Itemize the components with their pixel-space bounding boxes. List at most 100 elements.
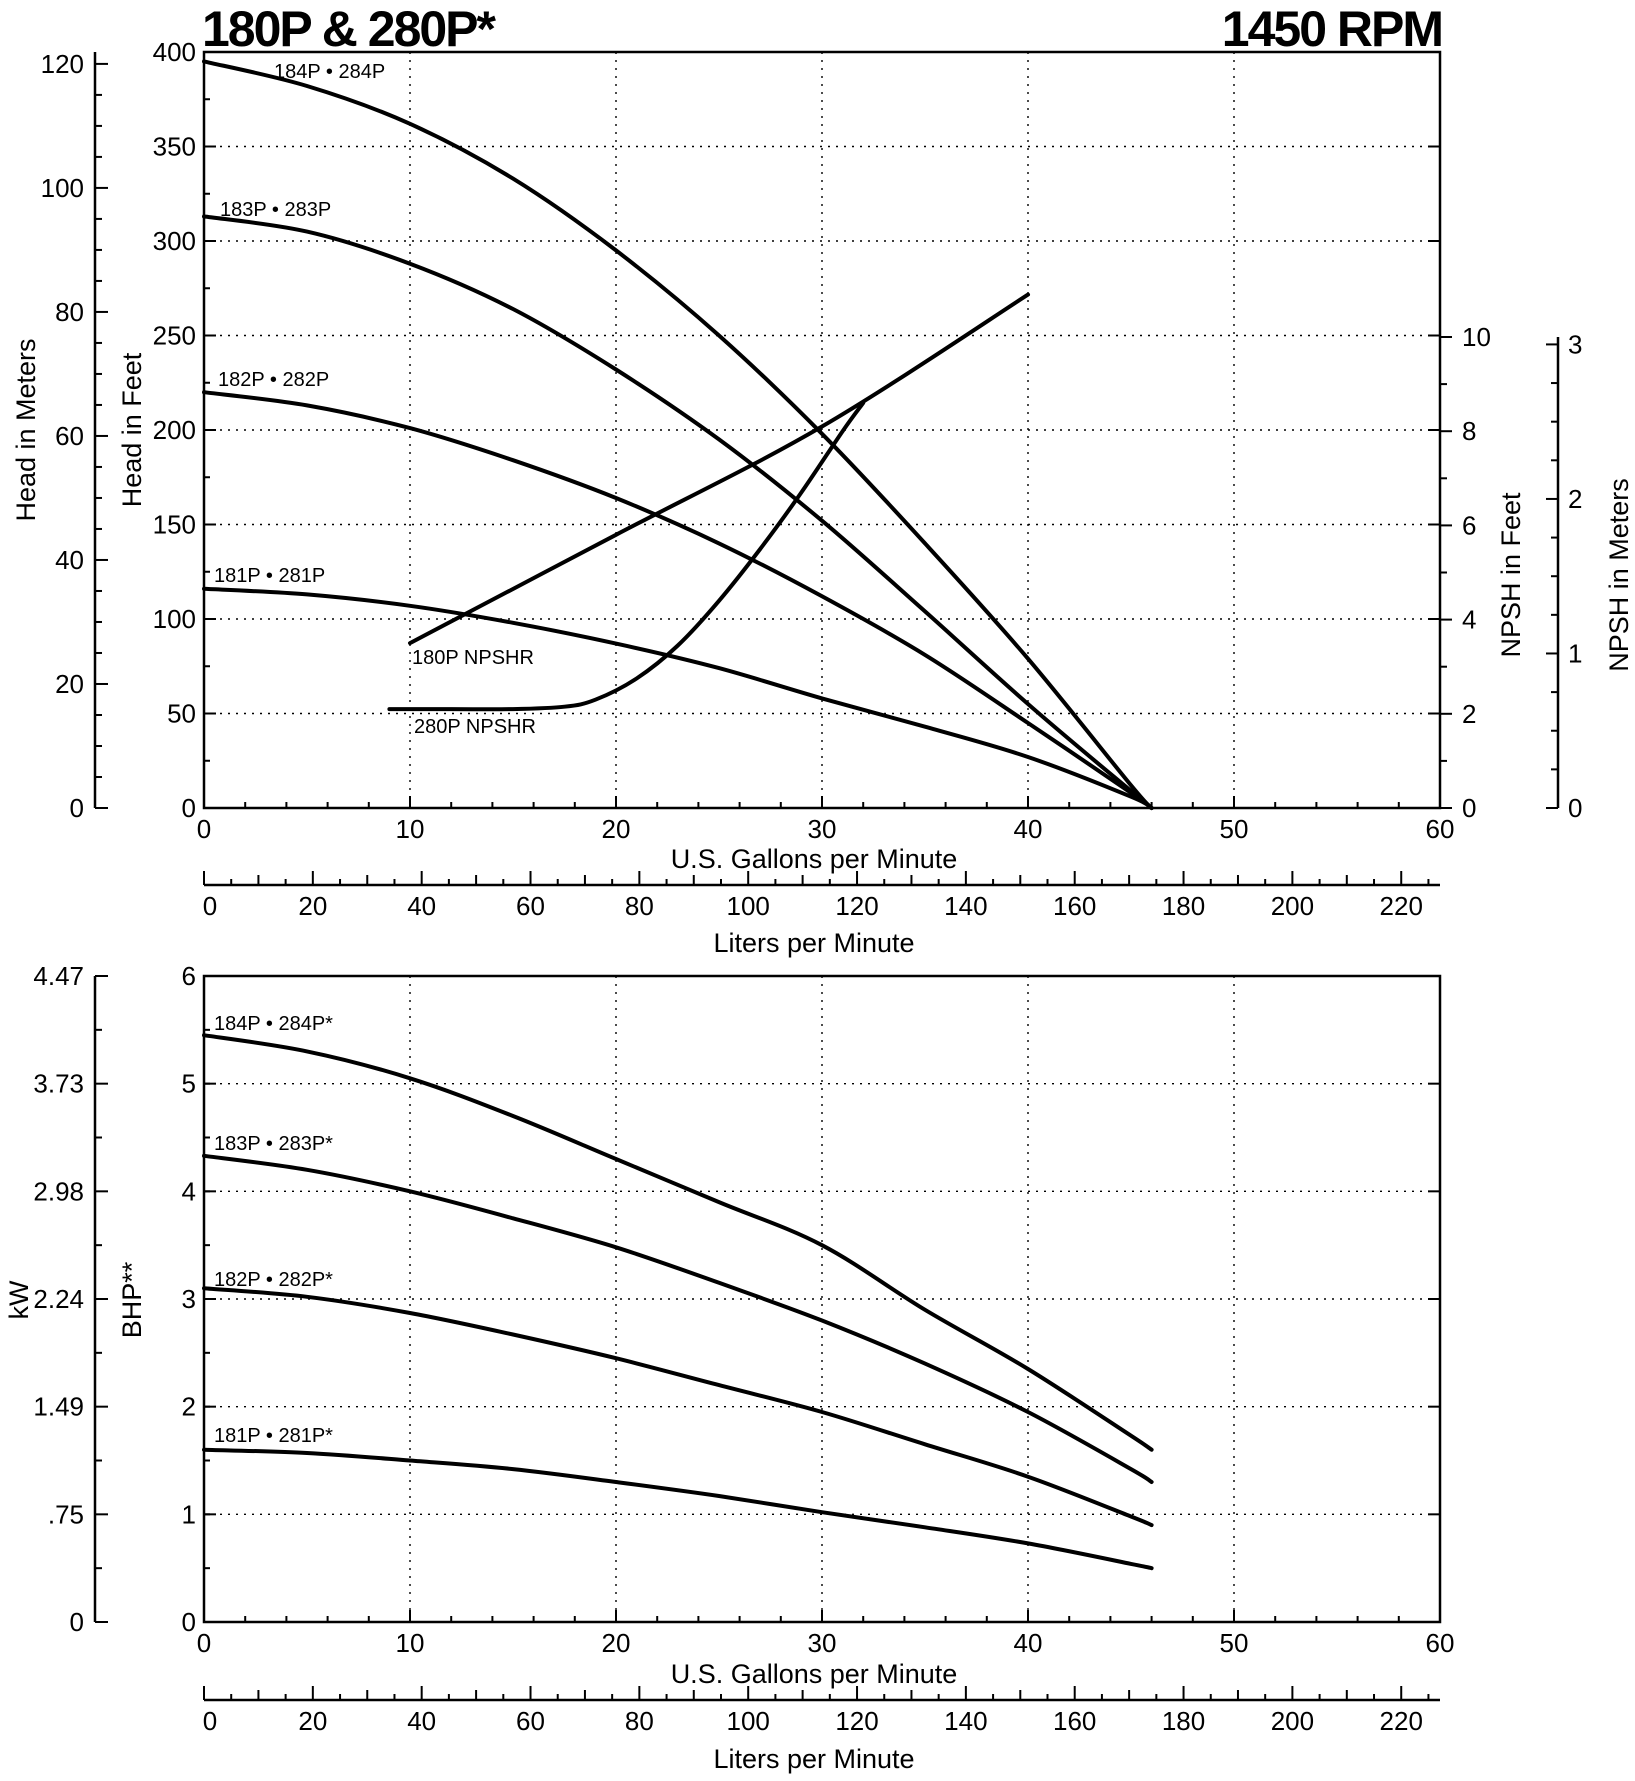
y-tick-label: 1 (182, 1499, 196, 1529)
y-tick-label: 3 (182, 1284, 196, 1314)
lpm-tick-label: 0 (203, 891, 217, 921)
lpm-tick-label: 60 (516, 891, 545, 921)
x-tick-label: 0 (197, 814, 211, 844)
head-meters-axis-label: Head in Meters (11, 338, 41, 521)
head-curve-280p-npshr (387, 400, 866, 712)
head-curve-label-280p-npshr: 280P NPSHR (414, 716, 536, 738)
lpm-tick-label: 200 (1271, 891, 1314, 921)
power-curve-label-182p: 182P • 282P* (214, 1269, 333, 1291)
npsh-meters-tick-label: 3 (1568, 329, 1582, 359)
power-curves (202, 1033, 1154, 1571)
x-tick-label: 40 (1014, 814, 1043, 844)
npsh-feet-tick-label: 10 (1462, 322, 1491, 352)
lpm-tick-label: 120 (835, 891, 878, 921)
lpm-tick-label: 180 (1162, 1706, 1205, 1736)
npsh-feet-tick-label: 6 (1462, 510, 1476, 540)
kw-tick-label: 3.73 (33, 1069, 84, 1099)
power-x-ticks: 0 10 20 30 40 50 60 (197, 1610, 1455, 1658)
y-tick-label: 400 (153, 37, 196, 67)
lpm-tick-label: 140 (944, 1706, 987, 1736)
lpm-tick-label: 0 (203, 1706, 217, 1736)
lpm-tick-label: 40 (407, 1706, 436, 1736)
y-tick-label: 50 (167, 699, 196, 729)
power-x-axis-label: U.S. Gallons per Minute (671, 1659, 958, 1689)
kw-tick-label: 4.47 (33, 961, 84, 991)
meters-tick-label: 100 (41, 173, 84, 203)
head-curve-label-182p: 182P • 282P (218, 369, 329, 391)
x-tick-label: 10 (396, 1628, 425, 1658)
npsh-meters-ticks: 0 1 2 3 (1546, 329, 1582, 823)
lpm-tick-label: 100 (726, 1706, 769, 1736)
x-tick-label: 50 (1220, 1628, 1249, 1658)
power-lpm-ticks: 0 20 40 60 80 100 120 140 160 180 200 220 (203, 1686, 1430, 1736)
head-curve-184p-284p (202, 59, 1154, 810)
lpm-tick-label: 160 (1053, 891, 1096, 921)
lpm-tick-label: 80 (625, 891, 654, 921)
kw-tick-label: 0 (70, 1607, 84, 1637)
head-curve-180p-npshr (408, 292, 1030, 646)
x-tick-label: 20 (602, 814, 631, 844)
y-tick-label: 200 (153, 415, 196, 445)
npsh-feet-tick-label: 8 (1462, 416, 1476, 446)
power-y-ticks: 0 1 2 3 4 5 6 (182, 961, 1440, 1637)
meters-tick-label: 40 (55, 545, 84, 575)
x-tick-label: 60 (1426, 814, 1455, 844)
y-tick-label: 5 (182, 1069, 196, 1099)
y-tick-label: 4 (182, 1176, 196, 1206)
lpm-tick-label: 120 (835, 1706, 878, 1736)
y-tick-label: 250 (153, 321, 196, 351)
x-tick-label: 30 (808, 814, 837, 844)
lpm-tick-label: 40 (407, 891, 436, 921)
npsh-feet-tick-label: 0 (1462, 793, 1476, 823)
x-tick-label: 50 (1220, 814, 1249, 844)
kw-axis-label: kW (4, 1280, 34, 1320)
y-tick-label: 150 (153, 510, 196, 540)
npsh-meters-tick-label: 2 (1568, 484, 1582, 514)
lpm-tick-label: 20 (298, 1706, 327, 1736)
lpm-tick-label: 220 (1380, 891, 1423, 921)
power-chart: 0 10 20 30 40 50 60 0 1 2 3 4 5 6 0 .75 1.49 2.24 2.98 3.… (4, 961, 1454, 1774)
y-tick-label: 300 (153, 226, 196, 256)
power-curve-label-184p: 184P • 284P* (214, 1013, 333, 1035)
y-tick-label: 0 (182, 1607, 196, 1637)
power-grid (204, 976, 1440, 1622)
npsh-meters-tick-label: 0 (1568, 793, 1582, 823)
y-tick-label: 0 (182, 793, 196, 823)
lpm-tick-label: 160 (1053, 1706, 1096, 1736)
y-tick-label: 100 (153, 604, 196, 634)
npsh-feet-tick-label: 4 (1462, 605, 1476, 635)
lpm-tick-label: 60 (516, 1706, 545, 1736)
head-curve-183p-283p (202, 214, 1154, 810)
head-curve-label-184p: 184P • 284P (274, 61, 385, 83)
npsh-feet-tick-label: 2 (1462, 699, 1476, 729)
power-curve-label-181p: 181P • 281P* (214, 1425, 333, 1447)
head-curve-label-180p-npshr: 180P NPSHR (412, 647, 534, 669)
kw-tick-label: .75 (48, 1499, 84, 1529)
y-tick-label: 2 (182, 1392, 196, 1422)
chart-title-left: 180P & 280P* (202, 1, 497, 57)
power-curve-181p-281p (202, 1447, 1154, 1571)
power-curve-label-183p: 183P • 283P* (214, 1133, 333, 1155)
head-x-axis-label: U.S. Gallons per Minute (671, 844, 958, 874)
lpm-tick-label: 20 (298, 891, 327, 921)
x-tick-label: 0 (197, 1628, 211, 1658)
head-curve-181p-281p (202, 586, 1154, 810)
power-curve-182p-282p (202, 1286, 1154, 1528)
head-lpm-ticks: 0 20 40 60 80 100 120 140 160 180 200 220 (203, 871, 1430, 921)
npsh-meters-axis-label: NPSH in Meters (1604, 478, 1634, 672)
head-curve-label-181p: 181P • 281P (214, 565, 325, 587)
head-y-ticks: 0 50 100 150 200 250 300 350 400 (153, 37, 1440, 823)
head-curves (202, 59, 1154, 810)
head-x-ticks: 0 10 20 30 40 50 60 (197, 796, 1455, 844)
meters-tick-label: 60 (55, 421, 84, 451)
lpm-tick-label: 220 (1380, 1706, 1423, 1736)
x-tick-label: 60 (1426, 1628, 1455, 1658)
power-curve-183p-283p (202, 1153, 1154, 1484)
head-meters-ticks: 0 20 40 60 80 100 120 (41, 49, 108, 823)
npsh-feet-ticks: 0 2 4 6 8 10 (1440, 322, 1491, 823)
head-lpm-axis-label: Liters per Minute (713, 928, 914, 958)
lpm-tick-label: 180 (1162, 891, 1205, 921)
